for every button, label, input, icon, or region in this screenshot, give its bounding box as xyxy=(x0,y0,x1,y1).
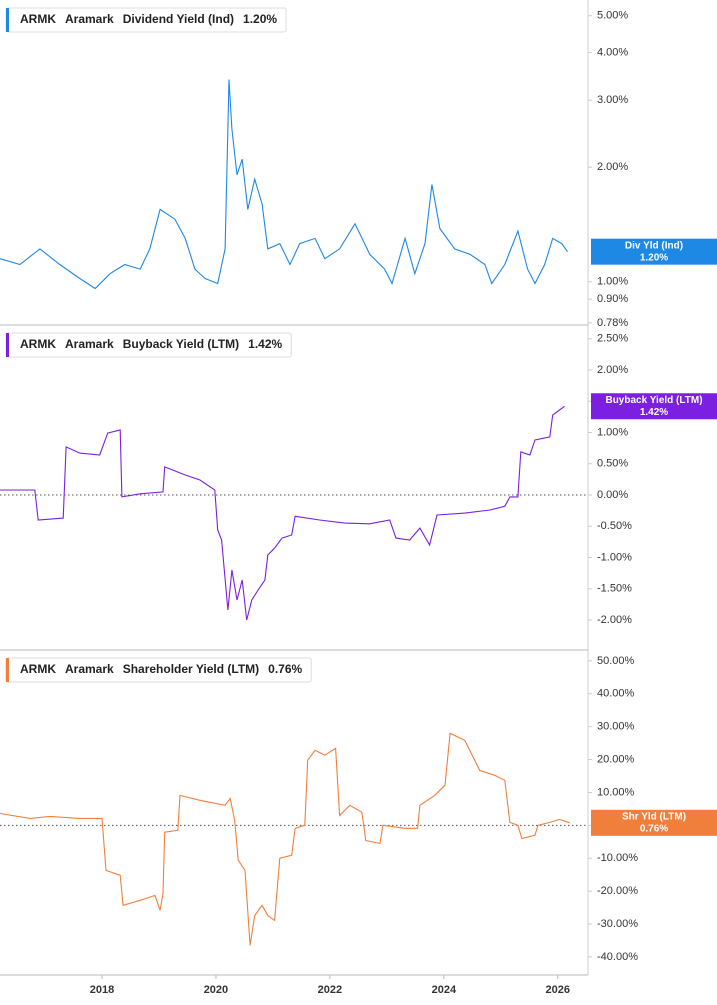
y-tick-label: 10.00% xyxy=(597,786,635,798)
y-tick-label: 20.00% xyxy=(597,753,635,765)
y-tick-label: 0.90% xyxy=(597,293,628,305)
legend-value: 1.20% xyxy=(243,12,277,26)
legend-ticker: ARMK xyxy=(20,12,56,26)
value-tag xyxy=(591,393,717,420)
legend-value: 0.76% xyxy=(268,662,302,676)
data-line xyxy=(0,732,570,946)
y-tick-label: 2.00% xyxy=(597,364,628,376)
legend-color xyxy=(6,658,9,682)
legend-company: Aramark xyxy=(65,662,114,676)
y-tick-label: 0.78% xyxy=(597,317,628,329)
value-tag xyxy=(591,238,717,265)
x-tick-label: 2026 xyxy=(546,984,570,996)
y-tick-label: -1.00% xyxy=(597,551,632,563)
legend-series: Shareholder Yield (LTM) xyxy=(123,662,259,676)
y-tick-label: -2.00% xyxy=(597,614,632,626)
y-tick-label: 0.00% xyxy=(597,489,628,501)
value-tag-value: 0.76% xyxy=(640,823,668,834)
data-line xyxy=(0,79,568,290)
y-tick-label: -10.00% xyxy=(597,852,638,864)
y-tick-label: -20.00% xyxy=(597,885,638,897)
y-tick-label: 50.00% xyxy=(597,655,635,667)
y-tick-label: 40.00% xyxy=(597,688,635,700)
legend-color xyxy=(6,333,9,357)
y-tick-label: 2.50% xyxy=(597,333,628,345)
y-tick-label: 1.00% xyxy=(597,276,628,288)
y-tick-label: 1.00% xyxy=(597,426,628,438)
data-line xyxy=(0,405,565,621)
x-tick-label: 2024 xyxy=(432,984,457,996)
y-tick-label: -40.00% xyxy=(597,951,638,963)
legend-ticker: ARMK xyxy=(20,662,56,676)
legend-color xyxy=(6,8,9,32)
value-tag-name: Buyback Yield (LTM) xyxy=(605,395,702,406)
y-tick-label: 4.00% xyxy=(597,47,628,59)
value-tag-name: Div Yld (Ind) xyxy=(625,240,683,251)
y-tick-label: 0.50% xyxy=(597,458,628,470)
value-tag xyxy=(591,809,717,836)
legend-company: Aramark xyxy=(65,337,114,351)
value-tag-value: 1.20% xyxy=(640,252,668,263)
value-tag-value: 1.42% xyxy=(640,407,668,418)
x-tick-label: 2022 xyxy=(318,984,342,996)
value-tag-name: Shr Yld (LTM) xyxy=(622,811,686,822)
legend-value: 1.42% xyxy=(248,337,282,351)
y-tick-label: -30.00% xyxy=(597,918,638,930)
y-tick-label: 30.00% xyxy=(597,721,635,733)
legend-series: Buyback Yield (LTM) xyxy=(123,337,239,351)
x-tick-label: 2018 xyxy=(90,984,114,996)
x-tick-label: 2020 xyxy=(204,984,228,996)
y-tick-label: -0.50% xyxy=(597,520,632,532)
y-tick-label: 3.00% xyxy=(597,94,628,106)
y-tick-label: 2.00% xyxy=(597,161,628,173)
legend-company: Aramark xyxy=(65,12,114,26)
y-tick-label: 5.00% xyxy=(597,10,628,22)
legend-series: Dividend Yield (Ind) xyxy=(123,12,234,26)
legend-ticker: ARMK xyxy=(20,337,56,351)
y-tick-label: -1.50% xyxy=(597,583,632,595)
